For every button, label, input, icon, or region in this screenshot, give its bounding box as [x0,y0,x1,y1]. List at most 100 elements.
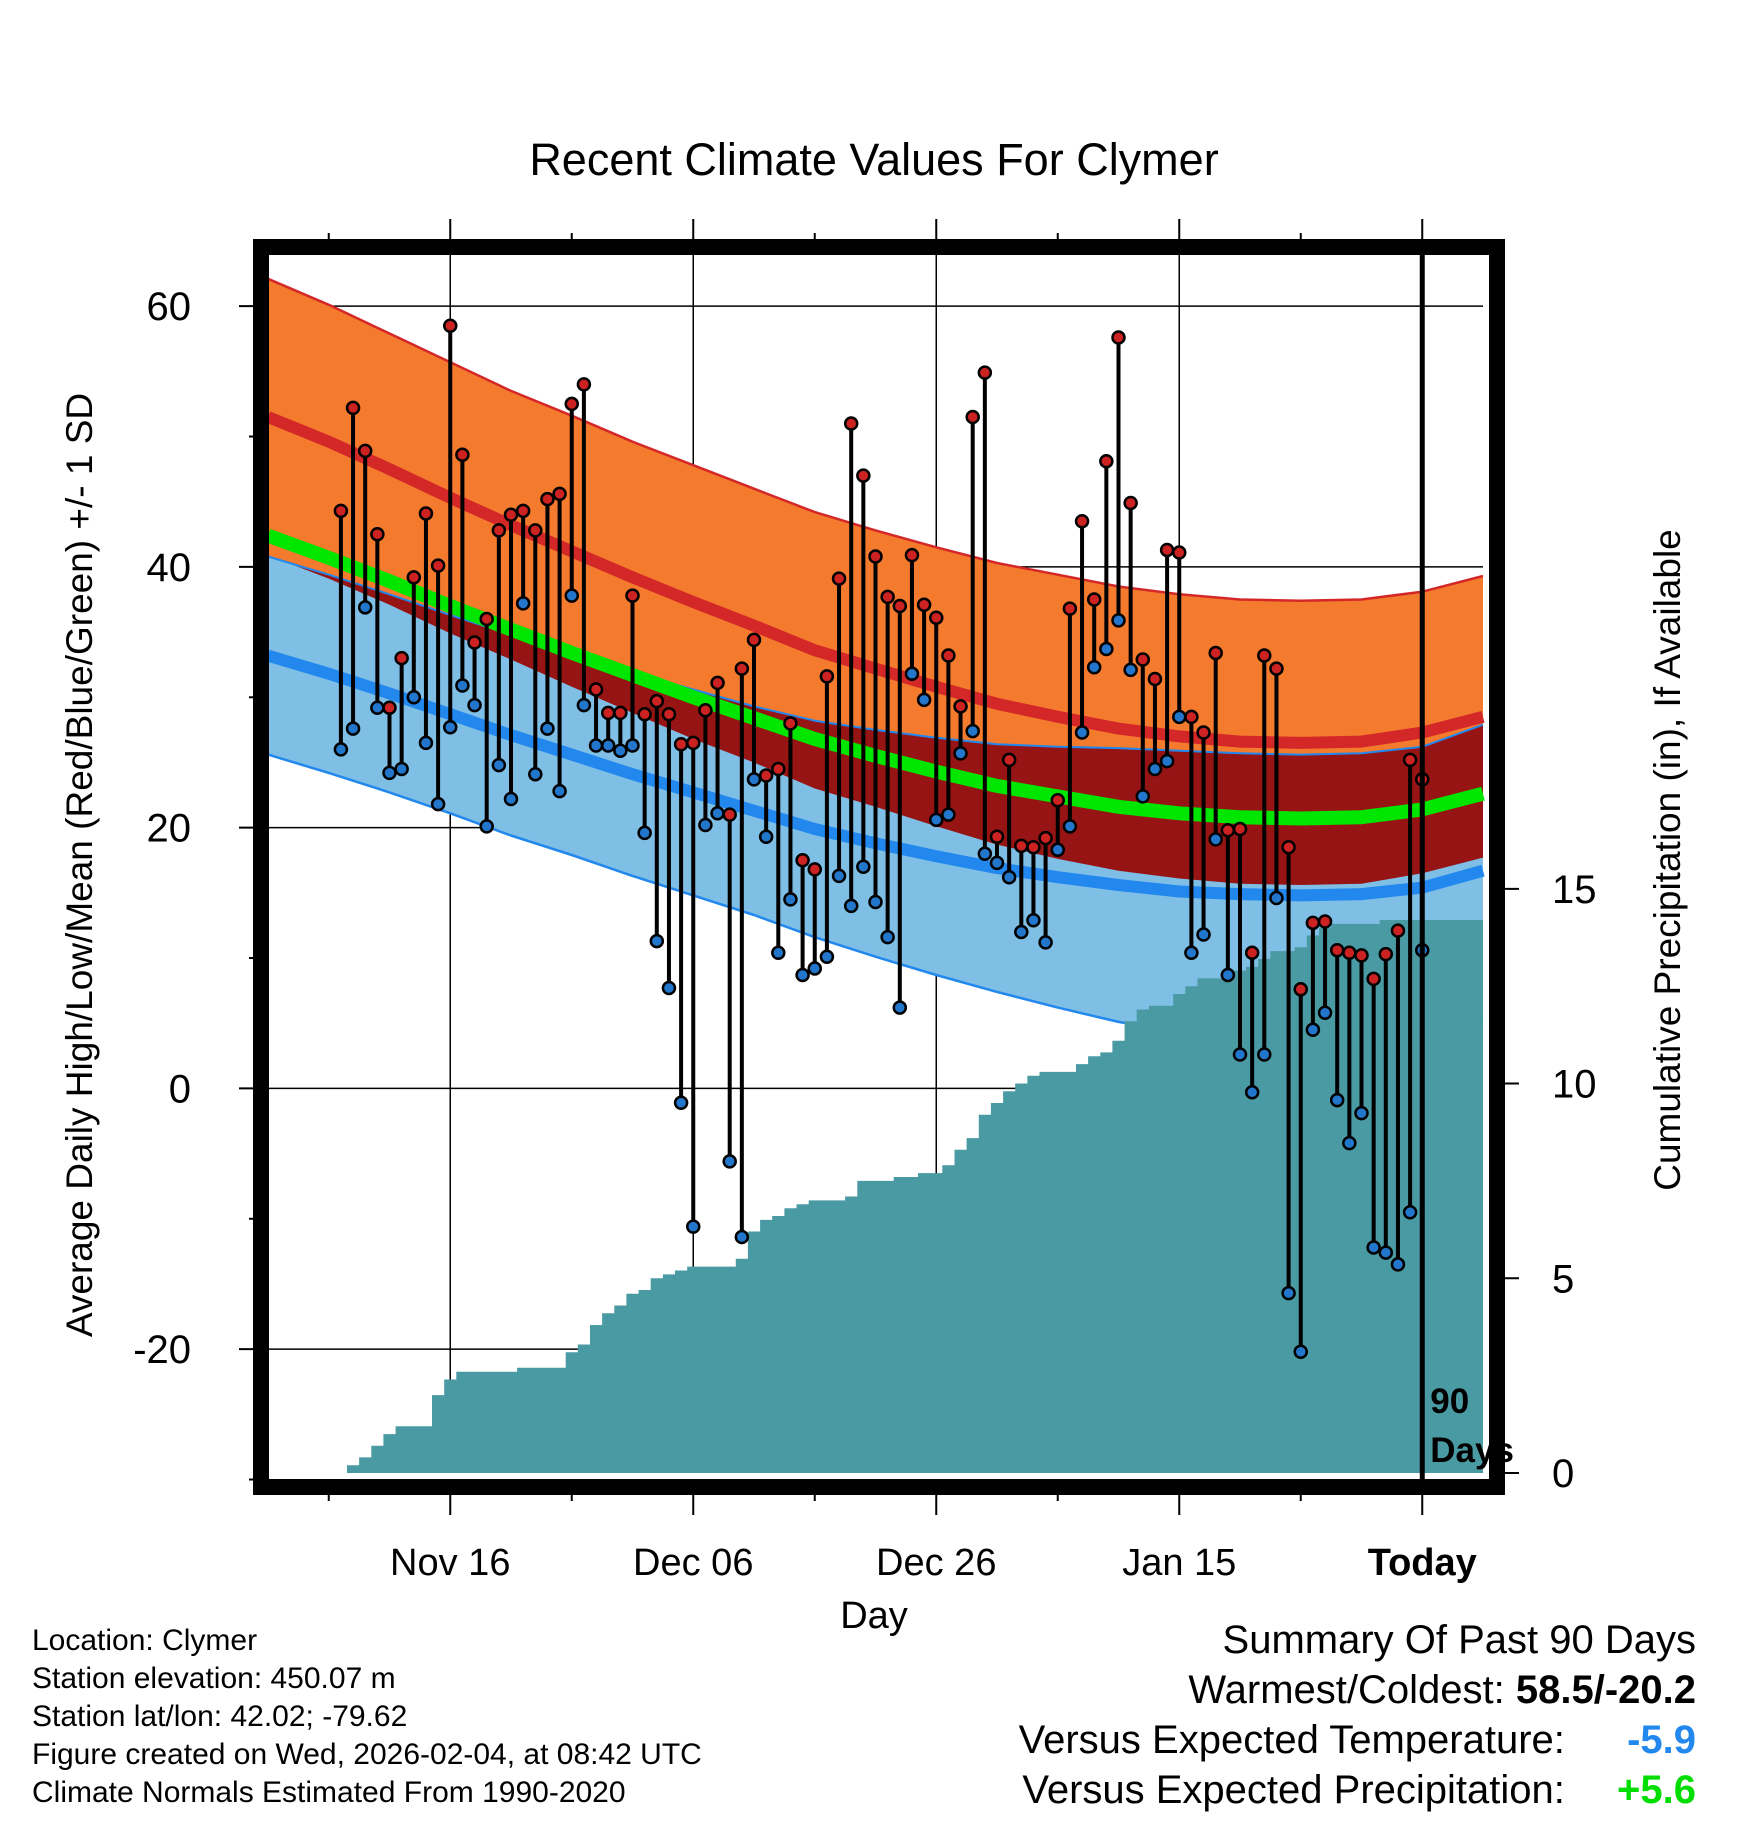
low-point [819,949,835,964]
today-days-number: 90 [1430,1382,1469,1421]
high-point [588,682,604,697]
high-point [1269,661,1284,676]
low-point [1111,613,1126,628]
low-point [929,812,944,828]
y2-tick-label: 5 [1552,1257,1574,1301]
high-point [1147,671,1163,687]
low-point [734,1229,750,1245]
y2-tick-label: 15 [1552,868,1597,912]
precip-departure-value: +5.6 [1617,1768,1696,1812]
y2-axis-label: Cumulative Precipitation (in), If Availa… [1647,529,1688,1191]
high-point [1135,652,1151,667]
high-point [904,547,920,563]
chart-title: Recent Climate Values For Clymer [529,134,1218,185]
high-point [1050,793,1065,808]
low-point [1244,1085,1260,1100]
high-point [1220,823,1236,838]
low-point [1050,842,1065,858]
low-point [1123,662,1138,678]
high-point [734,661,750,676]
high-point [819,669,835,684]
high-point [929,610,944,625]
high-point [953,699,968,714]
y-tick-label: 20 [147,807,192,851]
low-point [941,807,956,822]
high-point [455,447,470,463]
low-point [1220,967,1236,983]
high-point [710,675,725,691]
low-point [880,929,895,945]
high-point [1014,838,1029,854]
low-point [843,898,859,914]
high-point [528,523,543,538]
high-point [1001,752,1017,768]
high-point [1232,821,1248,837]
low-point [1354,1105,1369,1121]
low-point [1062,819,1078,834]
low-point [406,690,422,705]
high-point [1208,645,1223,661]
high-point [540,491,555,507]
high-point [503,507,519,522]
low-point [382,765,397,781]
high-point [479,611,494,627]
low-point [722,1154,737,1169]
station-info: Location: Clymer Station elevation: 450.… [32,1622,702,1812]
daily-range-bars [338,325,1425,1352]
low-point [1196,927,1211,942]
low-point [394,761,409,777]
high-point [686,735,701,751]
high-point [868,549,883,564]
low-point [989,855,1005,871]
high-point [989,829,1005,845]
high-point [1196,725,1211,740]
high-point [892,598,908,614]
high-point [600,705,616,721]
high-point [625,588,640,603]
high-point [661,706,677,722]
high-point [576,377,592,392]
high-point [443,318,458,333]
high-point [1402,752,1418,768]
low-point [600,738,616,753]
high-point [1342,945,1357,961]
low-point [1402,1205,1418,1220]
high-point [1123,495,1138,511]
plot-frame [253,239,1505,1495]
high-point [1184,709,1199,725]
high-point [746,632,762,648]
low-point [1086,660,1102,675]
low-point [953,746,968,761]
low-point [795,967,810,983]
low-point [333,742,349,757]
low-point [370,700,385,715]
low-point [1269,890,1284,906]
low-point [758,829,774,845]
y-tick-label: -20 [133,1328,191,1372]
warmest-coldest-label: Warmest/Coldest: [1188,1668,1505,1712]
low-point [783,892,798,907]
high-point [394,650,409,666]
high-upper-edge [267,277,1484,603]
overlap-band [268,555,1483,885]
x-tick-label: Today [1368,1542,1477,1584]
high-point [856,468,871,483]
low-point [1232,1047,1248,1062]
high-point [673,736,689,752]
low-point [564,588,579,603]
high-point [1099,454,1114,469]
low-point [698,817,713,833]
axes: Nov 16 Dec 06 Dec 26 Jan 15 Today 60 40 20 0 -20 0… [133,219,1597,1584]
y2-tick-label: 10 [1552,1063,1597,1107]
low-point [856,859,871,875]
low-point [1366,1240,1381,1255]
low-point [892,1000,908,1015]
high-point [564,396,579,412]
low-point [528,766,543,782]
low-point [345,721,361,736]
high-point [1074,514,1090,529]
summary-title: Summary Of Past 90 Days [1222,1618,1696,1662]
high-point [552,486,567,502]
low-point [479,819,494,834]
low-point [1001,869,1017,885]
